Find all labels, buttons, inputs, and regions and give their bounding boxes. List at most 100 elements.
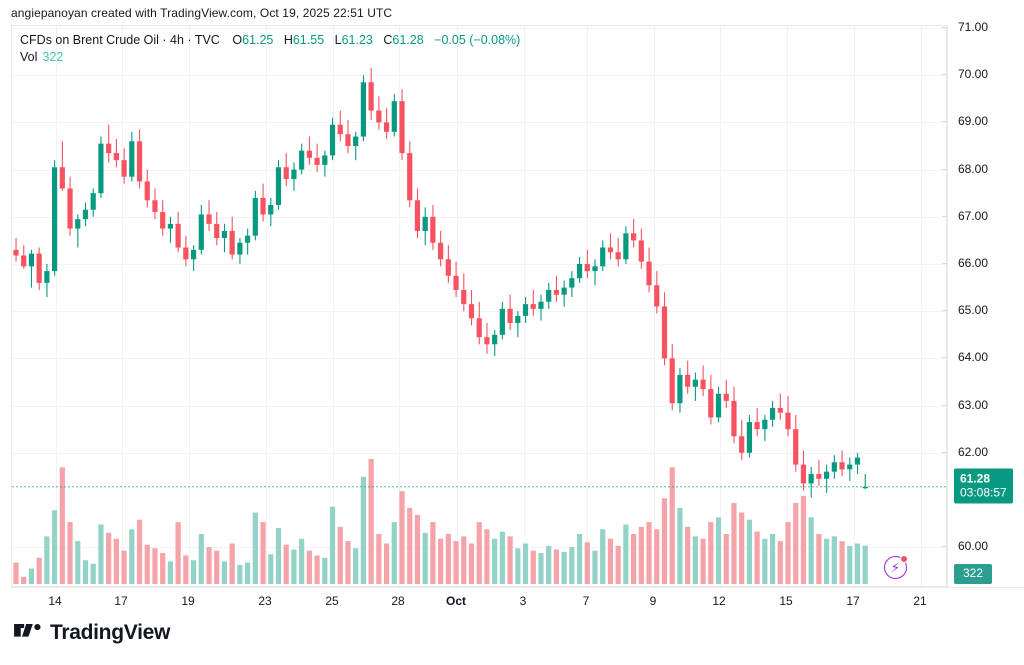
candle-body — [268, 205, 274, 215]
lightning-bolt-icon[interactable]: ⚡ — [884, 555, 908, 579]
candle-body — [862, 486, 868, 489]
volume-bar — [854, 543, 861, 584]
volume-bar — [98, 524, 104, 584]
grid-line-vertical — [457, 26, 458, 586]
candle-body — [615, 252, 621, 260]
candle-body — [44, 271, 50, 283]
candle-body — [646, 261, 652, 286]
candle-body — [291, 169, 297, 180]
candle-body — [631, 233, 637, 241]
price-axis-label: 60.00 — [958, 539, 989, 554]
volume-badge[interactable]: 322 — [954, 564, 993, 584]
volume-bar — [82, 560, 89, 584]
current-price-badge[interactable]: 61.28 03:08:57 — [954, 468, 1013, 504]
price-axis-label: 65.00 — [958, 303, 989, 318]
candle-body — [723, 393, 729, 401]
volume-bar — [615, 545, 621, 584]
grid-line-horizontal — [12, 264, 946, 265]
candle-body — [360, 82, 366, 137]
grid-line-vertical — [587, 26, 588, 586]
candle-wick — [532, 289, 534, 316]
time-axis-label: 15 — [779, 594, 793, 608]
grid-line-vertical — [333, 26, 334, 586]
price-axis-label: 62.00 — [958, 444, 989, 459]
candle-wick — [30, 249, 33, 288]
candle-body — [152, 200, 158, 213]
volume-bar — [793, 503, 799, 584]
candle-body — [754, 422, 760, 430]
time-axis[interactable]: 14 17 19 23 25 28 Oct 3 7 9 12 15 17 21 — [11, 587, 1024, 613]
volume-bar — [407, 507, 413, 584]
volume-bar — [530, 550, 536, 584]
candle-body — [368, 82, 374, 111]
time-axis-label: 3 — [519, 594, 527, 608]
volume-bar — [631, 534, 637, 584]
candle-wick — [77, 214, 79, 248]
candle-body — [422, 216, 428, 231]
volume-bar — [221, 561, 228, 584]
volume-bar — [144, 544, 150, 584]
candle-body — [383, 122, 390, 132]
time-axis-label: Oct — [445, 594, 467, 608]
grid-line-horizontal — [12, 216, 946, 218]
candle-body — [607, 247, 614, 253]
volume-bar — [777, 541, 783, 584]
candle-body — [353, 136, 359, 146]
volume-bar — [260, 522, 266, 584]
candle-body — [530, 304, 536, 309]
volume-bar — [831, 536, 837, 584]
candle-body — [90, 193, 96, 210]
candle-body — [399, 101, 405, 154]
tradingview-wordmark: TradingView — [50, 621, 171, 644]
candle-body — [75, 219, 81, 229]
volume-bar — [685, 526, 691, 584]
candle-body — [237, 242, 243, 255]
candle-body — [283, 167, 289, 180]
candle-wick — [779, 393, 781, 420]
volume-bar — [453, 541, 459, 584]
candle-body — [221, 230, 228, 239]
candle-body — [468, 304, 475, 319]
price-axis-label: 68.00 — [958, 161, 989, 176]
candle-body — [121, 160, 127, 177]
volume-bar — [198, 534, 204, 584]
volume-bar — [739, 512, 745, 584]
chart-plot-area[interactable] — [11, 25, 947, 587]
candle-body — [777, 407, 783, 413]
candle-body — [600, 247, 606, 267]
volume-bar — [553, 549, 559, 584]
candle-body — [198, 214, 204, 250]
candle-body — [708, 389, 714, 418]
price-axis-tick — [942, 263, 947, 264]
volume-bar — [106, 532, 112, 584]
volume-bar — [507, 536, 513, 584]
grid-line-vertical — [720, 26, 721, 586]
price-axis[interactable]: 71.00 70.00 69.00 68.00 67.00 66.00 65.00 64.00… — [942, 20, 1024, 587]
volume-bar — [183, 555, 189, 584]
volume-bar — [646, 522, 652, 584]
candle-body — [391, 101, 397, 132]
volume-bar — [306, 550, 312, 584]
time-axis-label: 21 — [913, 594, 927, 608]
candle-body — [252, 197, 258, 236]
grid-line-vertical — [189, 26, 190, 586]
price-axis-tick — [942, 310, 947, 312]
candle-body — [731, 400, 737, 437]
volume-bar — [438, 538, 444, 584]
candle-wick — [61, 141, 63, 191]
candle-body — [306, 150, 312, 158]
candle-body — [52, 167, 58, 272]
time-axis-label: 9 — [649, 594, 657, 608]
time-axis-label: 7 — [582, 594, 590, 608]
candle-body — [136, 141, 143, 182]
volume-bar — [75, 541, 81, 584]
candle-body — [98, 143, 104, 194]
candle-body — [113, 153, 119, 161]
volume-bar — [600, 529, 606, 584]
candle-body — [546, 289, 552, 302]
volume-bar — [546, 545, 552, 584]
candle-body — [576, 264, 583, 279]
candle-wick — [169, 216, 171, 243]
volume-bar — [515, 548, 521, 584]
volume-bar — [538, 553, 544, 584]
